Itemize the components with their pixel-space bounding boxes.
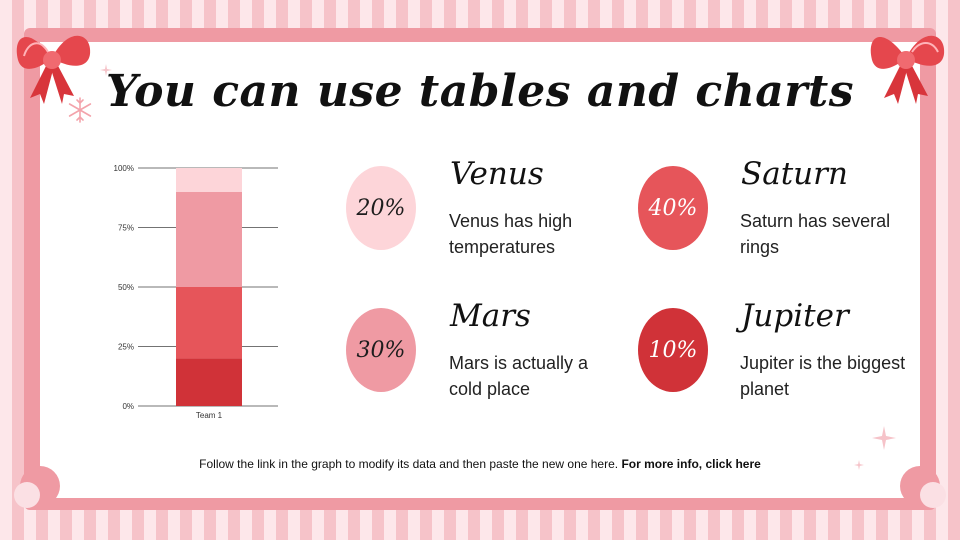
- y-tick-label: 0%: [122, 402, 134, 411]
- percent-circle: 40%: [638, 166, 708, 250]
- planet-name: Venus: [450, 156, 544, 192]
- planet-description: Jupiter is the biggest planet: [740, 353, 906, 399]
- percent-circle: 30%: [346, 308, 416, 392]
- planet-name: Mars: [450, 298, 531, 334]
- y-tick-label: 75%: [118, 224, 134, 233]
- footer-note: Follow the link in the graph to modify i…: [0, 457, 960, 471]
- planet-description: Saturn has several rings: [740, 211, 891, 257]
- stacked-bar-chart[interactable]: 0% 25% 50% 75% 100% Team 1: [100, 160, 290, 430]
- snowflake-icon: [68, 97, 92, 123]
- planet-name: Jupiter: [741, 298, 849, 334]
- sparkle-icon: [100, 64, 112, 76]
- slide-title: You can use tables and charts: [106, 66, 854, 117]
- percent-circle: 10%: [638, 308, 708, 392]
- percent-circle: 20%: [346, 166, 416, 250]
- bow-icon: [16, 35, 91, 104]
- footer-text: Follow the link in the graph to modify i…: [199, 457, 619, 471]
- y-tick-label: 100%: [114, 164, 134, 173]
- bar-segment-2[interactable]: [176, 287, 242, 359]
- bar-segment-4[interactable]: [176, 168, 242, 192]
- more-info-link[interactable]: For more info, click here: [621, 457, 761, 471]
- planet-description: Mars is actually a cold place: [449, 353, 589, 399]
- notch-inner-right: [920, 482, 946, 508]
- y-tick-label: 50%: [118, 283, 134, 292]
- bow-icon: [870, 35, 945, 104]
- x-category-label: Team 1: [196, 411, 223, 420]
- sparkle-icon: [854, 460, 864, 470]
- sparkle-icon: [872, 426, 896, 450]
- bar-segment-3[interactable]: [176, 191, 242, 287]
- planet-name: Saturn: [741, 156, 848, 192]
- y-tick-label: 25%: [118, 343, 134, 352]
- planet-description: Venus has high temperatures: [449, 211, 573, 257]
- notch-inner-left: [14, 482, 40, 508]
- bar-segment-1[interactable]: [176, 358, 242, 406]
